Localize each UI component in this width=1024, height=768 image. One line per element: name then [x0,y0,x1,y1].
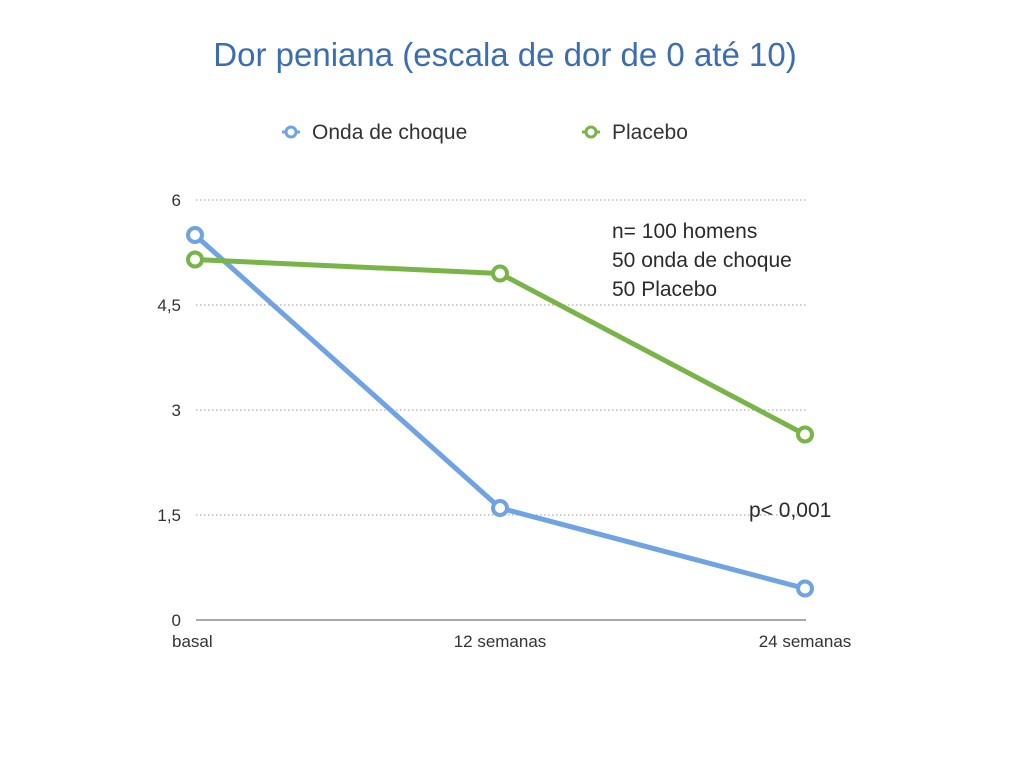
x-axis-tick-labels: basal 12 semanas 24 semanas [172,632,851,651]
y-axis-tick-labels: 0 1,5 3 4,5 6 [157,191,181,630]
legend-item-placebo: Placebo [582,121,688,144]
legend-marker-placebo [584,125,598,139]
y-tick-label: 6 [172,191,181,210]
y-tick-label: 3 [172,401,181,420]
x-tick-label: 12 semanas [454,632,547,651]
annotations: n= 100 homens 50 onda de choque 50 Place… [612,220,831,522]
y-tick-label: 0 [172,611,181,630]
legend-label-onda-de-choque: Onda de choque [312,121,467,144]
gridlines [196,199,806,516]
legend-marker-onda-de-choque [284,125,298,139]
x-tick-label: 24 semanas [759,632,852,651]
data-point-onda-de-choque [491,499,509,517]
series-markers [186,226,814,598]
data-point-onda-de-choque [186,226,204,244]
legend: Onda de choque Placebo [282,121,688,144]
annotation-sample-size: n= 100 homens [612,220,757,243]
data-point-placebo [796,425,814,444]
data-point-onda-de-choque [796,579,814,598]
y-tick-label: 4,5 [157,296,181,315]
data-point-placebo [491,264,509,283]
y-tick-label: 1,5 [157,506,181,525]
annotation-p-value: p< 0,001 [749,499,831,522]
annotation-placebo-group: 50 Placebo [612,278,717,301]
annotation-shockwave-group: 50 onda de choque [612,249,792,272]
x-tick-label: basal [172,632,213,651]
chart-title: Dor peniana (escala de dor de 0 até 10) [213,36,796,73]
data-point-placebo [186,250,204,269]
legend-label-placebo: Placebo [612,121,688,144]
legend-item-onda-de-choque: Onda de choque [282,121,467,144]
